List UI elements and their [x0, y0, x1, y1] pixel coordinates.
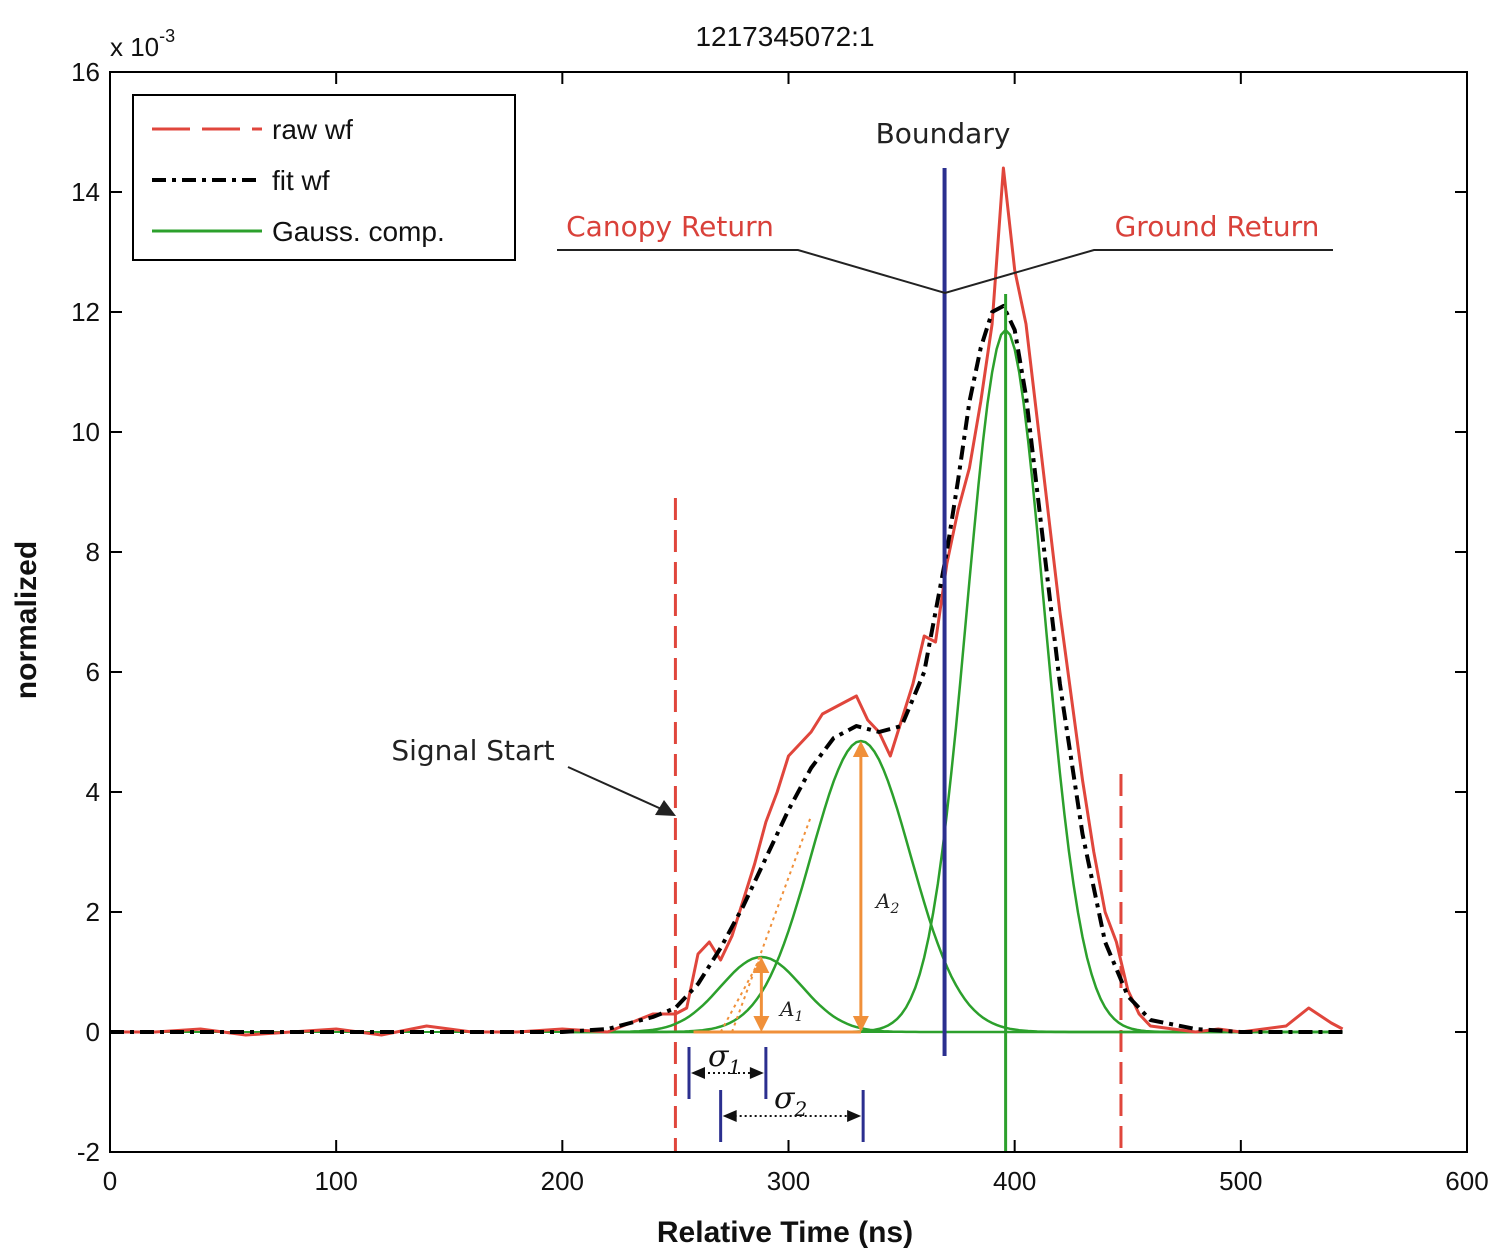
- x-tick-label: 600: [1445, 1166, 1488, 1196]
- legend: raw wf fit wf Gauss. comp.: [132, 94, 516, 261]
- x-tick-label: 0: [103, 1166, 117, 1196]
- sigma2-label: σ2: [774, 1081, 807, 1121]
- x-axis-label: Relative Time (ns): [657, 1216, 913, 1249]
- y-tick-label: 10: [71, 417, 100, 447]
- y-tick-label: 4: [86, 777, 100, 807]
- sigma1-bracket-arrow-right: [749, 1067, 764, 1079]
- y-tick-label: 8: [86, 537, 100, 567]
- canopy-return-label: Canopy Return: [566, 210, 774, 243]
- x-tick-label: 500: [1219, 1166, 1262, 1196]
- y-exponent-power: -3: [159, 26, 175, 46]
- y-exponent-base: x 10: [110, 32, 159, 62]
- legend-label-raw: raw wf: [272, 114, 353, 145]
- x-tick-label: 300: [767, 1166, 810, 1196]
- ground-return-label: Ground Return: [1115, 210, 1320, 243]
- a2-arrow-head-top: [852, 741, 869, 757]
- x-tick-label: 400: [993, 1166, 1036, 1196]
- x-tick-label: 100: [314, 1166, 357, 1196]
- a1-label: A1: [778, 997, 803, 1025]
- chart-title: 1217345072:1: [695, 21, 874, 52]
- a2-tangent: [731, 815, 813, 1033]
- y-tick-label: -2: [77, 1137, 100, 1167]
- y-tick-label: 6: [86, 657, 100, 687]
- a1-tangent: [719, 956, 763, 1033]
- y-tick-label: 0: [86, 1017, 100, 1047]
- y-tick-label: 14: [71, 177, 100, 207]
- a2-arrow-head-bottom: [852, 1016, 869, 1032]
- y-tick-label: 16: [71, 57, 100, 87]
- sigma1-bracket-arrow-left: [690, 1067, 705, 1079]
- y-tick-label: 12: [71, 297, 100, 327]
- legend-label-fit: fit wf: [272, 165, 330, 196]
- signal-start-arrowhead: [655, 800, 676, 816]
- signal-start-label: Signal Start: [391, 734, 554, 767]
- legend-label-gauss: Gauss. comp.: [272, 216, 445, 247]
- y-exponent-label: x 10-3: [110, 26, 175, 62]
- fit-waveform-line: [110, 304, 1343, 1034]
- y-axis-label: normalized: [10, 541, 43, 699]
- sigma2-bracket-arrow-right: [847, 1110, 862, 1122]
- plot-layer: [110, 166, 1344, 1152]
- sigma2-bracket-arrow-left: [722, 1110, 737, 1122]
- sigma1-label: σ1: [708, 1039, 741, 1079]
- boundary-label: Boundary: [876, 117, 1011, 150]
- return-bracket-line: [557, 249, 1333, 295]
- y-tick-label: 2: [86, 897, 100, 927]
- a1-arrow-head-bottom: [753, 1016, 770, 1032]
- x-tick-label: 200: [541, 1166, 584, 1196]
- a2-label: A2: [874, 889, 899, 917]
- a1-arrow-head-top: [753, 957, 770, 973]
- signal-start-arrow: [567, 766, 669, 813]
